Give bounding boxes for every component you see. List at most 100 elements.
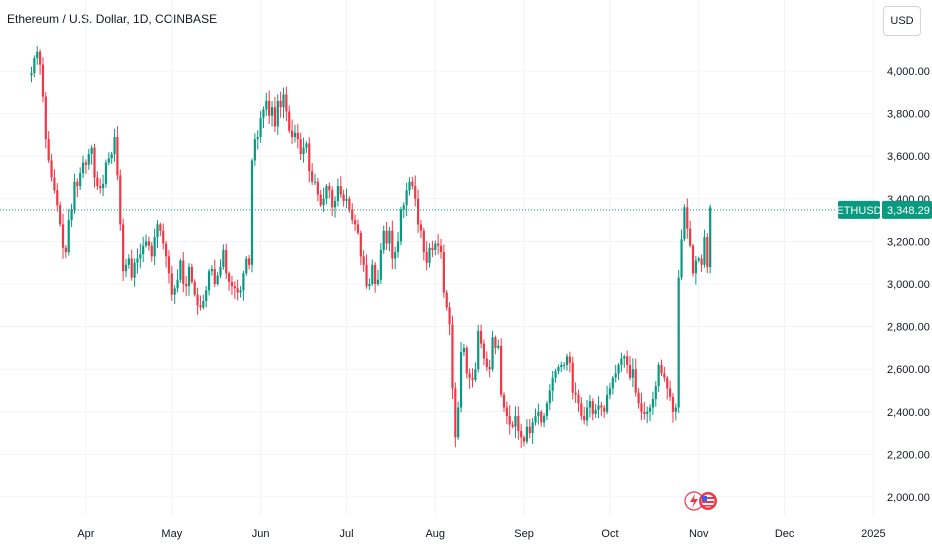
candle — [697, 256, 700, 263]
last-price-labels: ETHUSD 3,348.29 — [836, 200, 932, 219]
candlesticks — [30, 45, 712, 448]
candle — [339, 176, 342, 198]
candle — [660, 359, 663, 377]
candle — [502, 392, 506, 413]
candle — [465, 345, 468, 379]
candle — [448, 302, 451, 336]
y-tick-label: 2,600.00 — [887, 364, 930, 376]
candle — [290, 119, 294, 145]
candle — [634, 358, 637, 397]
candle — [402, 202, 405, 219]
candle — [356, 219, 360, 235]
candle — [293, 124, 297, 143]
candle — [434, 240, 437, 256]
candle — [646, 406, 649, 424]
y-tick-label: 4,000.00 — [887, 66, 930, 78]
candle — [113, 128, 116, 162]
y-axis[interactable]: 2,000.00 2,200.00 2,400.00 2,600.00 2,800.00… — [887, 66, 930, 504]
candle — [268, 90, 271, 124]
us-flag-event-icon[interactable] — [699, 492, 717, 510]
candle — [474, 362, 477, 383]
candle — [525, 419, 529, 444]
candle — [585, 399, 589, 427]
candle — [654, 381, 657, 407]
candle — [345, 188, 348, 209]
candle — [588, 395, 592, 418]
candle — [388, 226, 391, 252]
candle — [144, 234, 148, 248]
candle — [153, 228, 156, 266]
candle — [677, 269, 680, 414]
candle — [437, 233, 440, 255]
candle — [591, 398, 594, 421]
candle — [233, 281, 236, 299]
candle — [351, 203, 354, 225]
candle — [219, 259, 222, 279]
candle — [124, 258, 128, 278]
candle — [104, 159, 108, 188]
event-icons[interactable] — [684, 491, 717, 511]
candle — [605, 385, 609, 415]
candle — [73, 173, 76, 214]
candle — [365, 254, 368, 289]
candle — [359, 230, 362, 266]
candle — [187, 263, 191, 296]
candle — [127, 254, 130, 269]
candle — [64, 244, 67, 259]
candle — [50, 153, 53, 182]
candle — [637, 388, 640, 409]
candle — [273, 97, 277, 133]
candle — [376, 269, 380, 286]
candle — [333, 196, 337, 218]
candle — [537, 403, 540, 425]
candle — [683, 204, 686, 242]
x-tick-label: Oct — [601, 528, 618, 540]
candle — [485, 351, 488, 371]
candle — [262, 106, 265, 129]
candle — [319, 189, 322, 208]
y-tick-label: 2,800.00 — [887, 322, 930, 334]
candle — [571, 356, 574, 400]
candle — [574, 382, 577, 403]
candle — [253, 133, 256, 166]
candle — [396, 232, 400, 258]
candle — [368, 278, 371, 290]
candle — [617, 362, 620, 380]
candle — [445, 289, 448, 311]
candle — [196, 287, 199, 315]
candle — [328, 182, 331, 199]
candle — [179, 258, 182, 283]
candle — [84, 159, 88, 174]
candle — [210, 265, 214, 276]
candle — [545, 401, 549, 421]
candle — [259, 111, 262, 143]
x-tick-label: Jul — [339, 528, 353, 540]
candle — [342, 189, 345, 207]
candle — [640, 392, 643, 421]
candle — [216, 272, 219, 286]
currency-selector[interactable]: USD — [883, 6, 921, 36]
candle — [439, 238, 443, 259]
candle — [500, 338, 503, 398]
candle — [96, 171, 99, 190]
candle — [167, 250, 171, 284]
candle — [522, 435, 526, 447]
x-axis[interactable]: Apr May Jun Jul Aug Sep Oct Nov Dec 2025 — [77, 528, 885, 540]
candle — [70, 203, 73, 228]
candle — [159, 222, 162, 236]
candle — [296, 123, 299, 149]
candle — [542, 413, 546, 428]
x-tick-label: Nov — [689, 528, 709, 540]
candle — [176, 269, 179, 293]
candle — [379, 243, 382, 285]
candle — [107, 152, 110, 166]
candle — [230, 275, 234, 295]
candle — [611, 376, 614, 395]
candle — [511, 421, 514, 429]
candle — [497, 339, 500, 350]
candle — [236, 279, 239, 301]
candle — [362, 250, 365, 272]
x-tick-label: Dec — [775, 528, 795, 540]
candle — [557, 364, 560, 375]
